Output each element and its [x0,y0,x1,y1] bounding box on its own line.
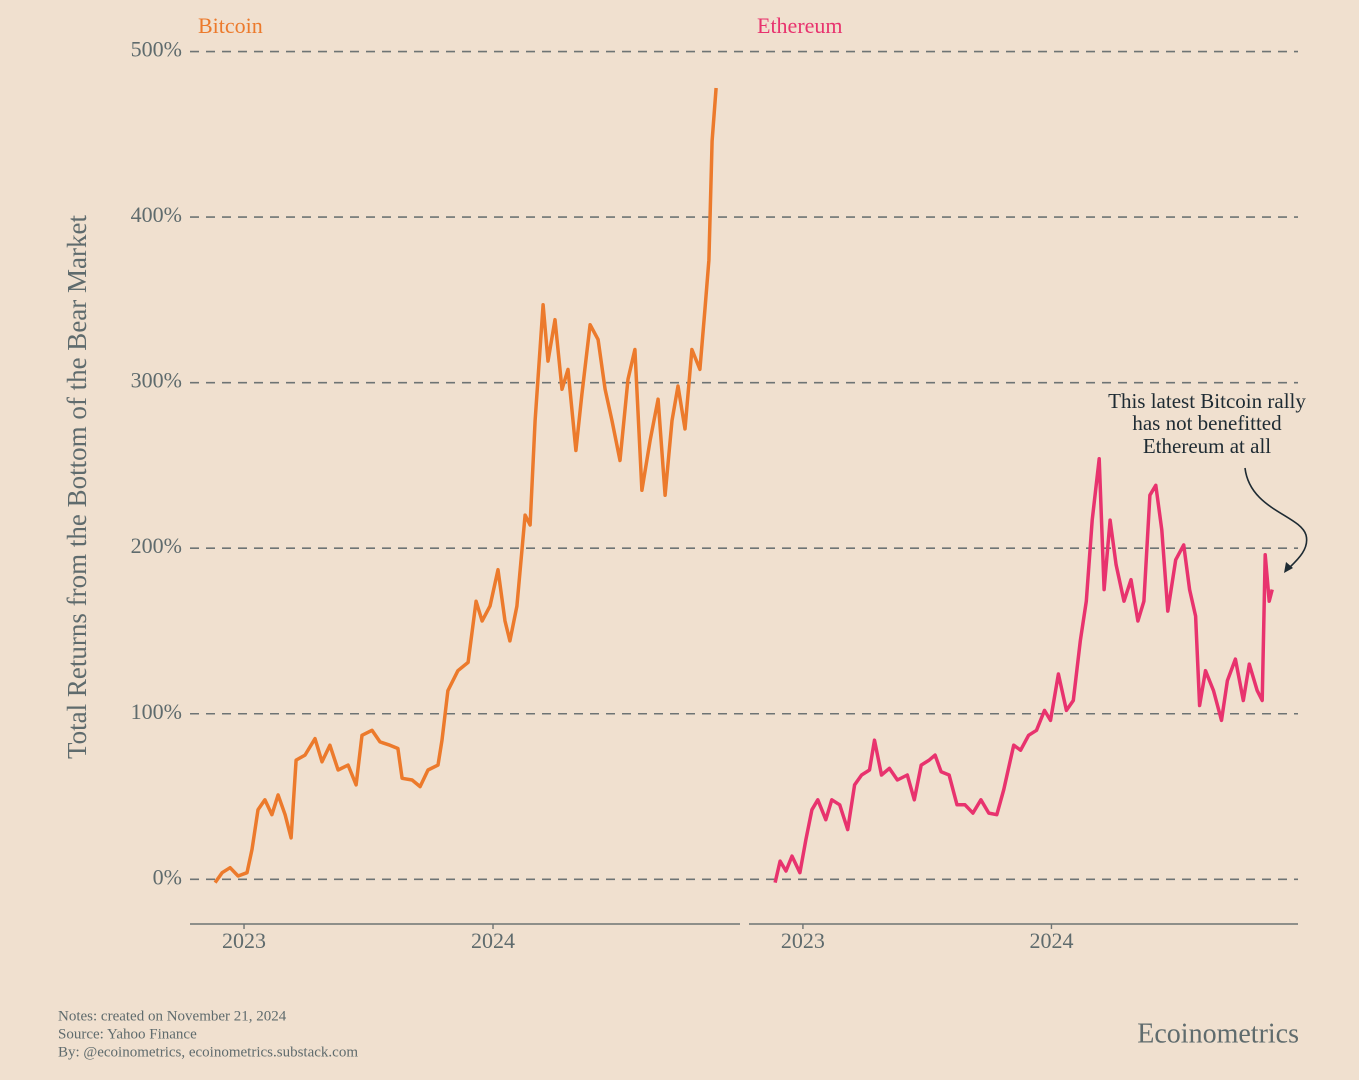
note: By: @ecoinometrics, ecoinometrics.substa… [58,1044,358,1060]
x-tick-label: 2024 [1029,928,1073,953]
y-tick-label: 500% [131,37,182,62]
panel-title: Ethereum [757,13,843,38]
y-axis-label: Total Returns from the Bottom of the Bea… [62,215,92,759]
y-tick-label: 100% [131,699,182,724]
y-tick-label: 0% [153,864,182,889]
arrow-head [1284,562,1293,573]
y-tick-label: 400% [131,202,182,227]
note: Notes: created on November 21, 2024 [58,1008,287,1024]
line [773,457,1274,883]
annotation-arrow [1244,467,1308,571]
x-tick-label: 2023 [781,928,825,953]
annotation: This latest Bitcoin rally [1108,389,1306,413]
panel-title: Bitcoin [198,13,263,38]
line [213,87,718,884]
y-tick-label: 200% [131,533,182,558]
annotation: has not benefitted [1132,411,1282,435]
annotation: Ethereum at all [1143,434,1271,458]
note: Source: Yahoo Finance [58,1026,197,1042]
y-tick-label: 300% [131,368,182,393]
brand: Ecoinometrics [1137,1018,1299,1049]
x-tick-label: 2024 [471,928,515,953]
x-tick-label: 2023 [222,928,266,953]
